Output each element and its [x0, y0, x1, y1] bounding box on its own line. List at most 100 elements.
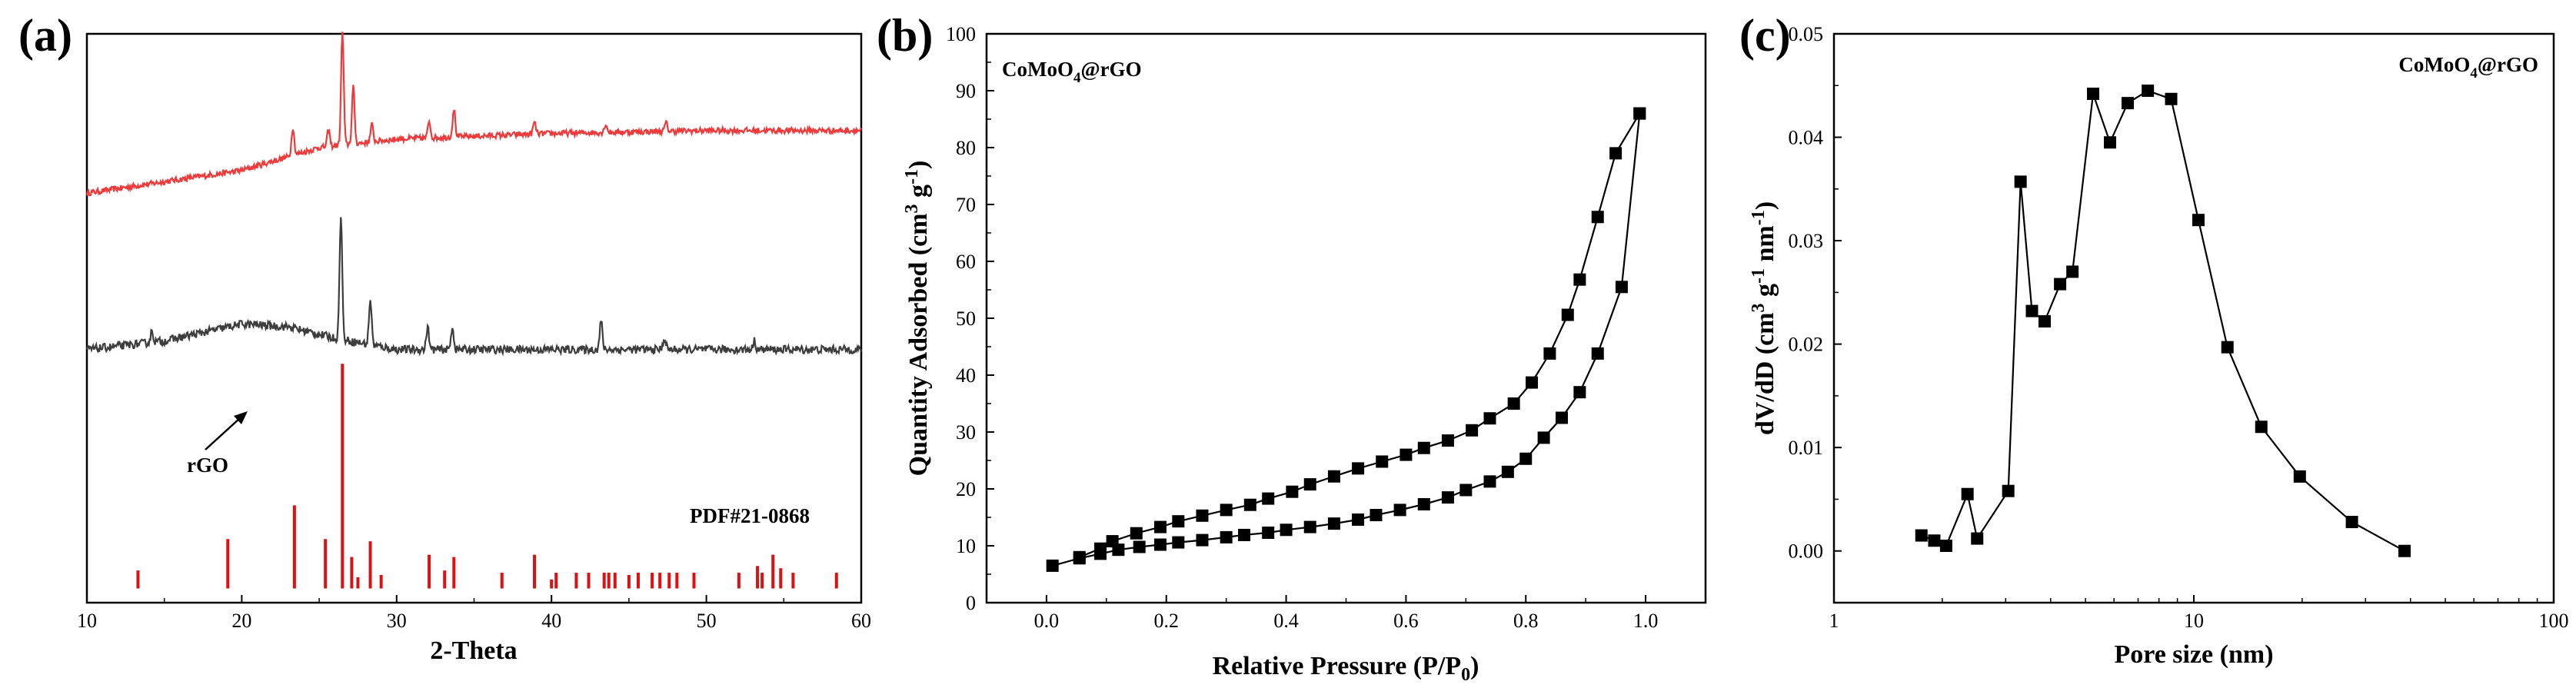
rgo-arrow-line	[205, 417, 241, 450]
desorption-marker	[1543, 347, 1556, 360]
desorption-line	[1079, 113, 1641, 558]
panel-b-y-tick-label: 10	[956, 535, 976, 557]
adsorption-marker	[1303, 520, 1316, 533]
desorption-marker	[1286, 485, 1299, 498]
pore-distribution-marker	[1971, 532, 1984, 545]
panel-a-x-tick-label: 10	[77, 610, 97, 632]
desorption-marker	[1466, 424, 1479, 437]
adsorption-marker	[1238, 528, 1251, 541]
adsorption-marker	[1556, 411, 1568, 424]
panel-b-x-tick-label: 0.4	[1273, 610, 1299, 632]
panel-b-y-tick-label: 60	[956, 251, 976, 273]
panel-c-x-tick-label: 10	[2184, 610, 2204, 632]
desorption-marker	[1507, 397, 1520, 410]
panel-a-series	[85, 32, 863, 357]
adsorption-marker	[1519, 452, 1533, 465]
adsorption-marker	[1262, 526, 1275, 539]
panel-a-x-ticks: 10 20 30 40 50 60	[77, 595, 871, 632]
pore-distribution-marker	[2002, 484, 2015, 497]
desorption-marker	[1172, 515, 1185, 528]
adsorption-marker	[1196, 533, 1209, 547]
desorption-marker	[1303, 478, 1316, 491]
desorption-marker	[1441, 434, 1454, 447]
pore-distribution-marker	[2038, 315, 2051, 328]
desorption-marker	[1609, 147, 1622, 160]
panel-b-x-ticks: 0.0 0.2 0.4 0.6 0.8 1.0	[986, 595, 1706, 632]
panel-b-y-tick-label: 100	[946, 23, 976, 45]
panel-c-y-ticks: 0.00 0.01 0.02 0.03 0.04 0.05	[1789, 23, 1842, 603]
desorption-marker	[1130, 527, 1143, 540]
panel-c-y-tick-label: 0.00	[1789, 540, 1824, 563]
pore-distribution-marker	[2054, 278, 2067, 291]
adsorption-marker	[1370, 509, 1383, 522]
adsorption-marker	[1153, 538, 1167, 551]
desorption-marker	[1483, 412, 1496, 425]
panel-b-x-tick-label: 1.0	[1633, 610, 1659, 632]
panel-b-x-tick-label: 0.8	[1513, 610, 1539, 632]
panel-b-plot-frame	[985, 32, 1707, 604]
pore-distribution-marker	[2398, 544, 2411, 557]
panel-b-label: (b)	[877, 10, 933, 61]
pore-distribution-marker	[2025, 304, 2039, 317]
panel-b-y-tick-label: 50	[956, 307, 976, 330]
panel-b-y-tick-label: 40	[956, 364, 976, 387]
adsorption-line	[1052, 113, 1641, 567]
panel-b-y-tick-label: 20	[956, 478, 976, 500]
desorption-marker	[1153, 520, 1167, 533]
pore-distribution-marker	[2345, 516, 2358, 529]
panel-b-sample-label: CoMoO4@rGO	[1002, 58, 1142, 86]
adsorption-marker	[1615, 281, 1628, 294]
pore-distribution-marker	[2014, 175, 2027, 188]
panel-b-y-tick-label: 90	[956, 80, 976, 102]
desorption-marker	[1399, 448, 1413, 461]
panel-b-x-tick-label: 0.0	[1034, 610, 1060, 632]
xrd-series-line	[85, 217, 863, 357]
pore-distribution-marker	[2122, 97, 2135, 110]
panel-a-label: (a)	[18, 10, 72, 61]
pore-distribution-marker	[1928, 534, 1941, 547]
adsorption-marker	[1417, 497, 1430, 510]
pdf-reference-annotation: PDF#21-0868	[690, 504, 810, 527]
desorption-marker	[1327, 470, 1340, 483]
panel-a: (a) 10 20 30 40 50 60 2-Theta rGO PDF#21-0868	[18, 10, 871, 665]
panel-c-sample-label: CoMoO4@rGO	[2398, 53, 2538, 81]
adsorption-marker	[1327, 517, 1340, 530]
desorption-marker	[1352, 462, 1365, 475]
pore-distribution-marker	[1961, 487, 1974, 500]
adsorption-marker	[1573, 386, 1586, 399]
panel-a-x-tick-label: 50	[697, 610, 717, 632]
rgo-annotation: rGO	[187, 454, 228, 477]
desorption-marker	[1561, 308, 1574, 321]
panel-a-reference-lines	[136, 364, 838, 589]
pore-distribution-marker	[2142, 85, 2155, 97]
rgo-arrow-head	[234, 411, 248, 424]
desorption-marker	[1220, 504, 1233, 517]
adsorption-marker	[1280, 523, 1293, 537]
panel-c-label: (c)	[1739, 10, 1791, 61]
pore-distribution-marker	[1915, 529, 1928, 542]
pore-distribution-marker	[2255, 420, 2268, 434]
adsorption-marker	[1591, 347, 1604, 360]
adsorption-marker	[1459, 484, 1473, 497]
desorption-marker	[1243, 498, 1256, 511]
panel-a-x-tick-label: 30	[387, 610, 407, 632]
adsorption-marker	[1393, 504, 1406, 517]
panel-c-series	[1915, 85, 2411, 557]
desorption-marker	[1106, 535, 1119, 548]
desorption-marker	[1526, 376, 1539, 389]
panel-c-y-tick-label: 0.03	[1789, 230, 1824, 252]
adsorption-marker	[1046, 559, 1059, 572]
panel-c-y-tick-label: 0.05	[1789, 23, 1824, 45]
adsorption-marker	[1133, 540, 1146, 553]
desorption-marker	[1591, 211, 1604, 224]
pore-distribution-marker	[2192, 214, 2205, 227]
adsorption-marker	[1501, 465, 1514, 478]
panel-c-y-axis-title: dV/dD (cm3 g-1 nm-1)	[1749, 201, 1779, 435]
panel-b-x-tick-label: 0.2	[1154, 610, 1180, 632]
panel-b-y-tick-label: 80	[956, 137, 976, 159]
panel-b-series	[1046, 107, 1646, 572]
desorption-marker	[1417, 441, 1430, 454]
pore-distribution-marker	[2104, 136, 2117, 149]
panel-c-x-ticks: 1 10 100	[1829, 595, 2569, 632]
panel-b-x-axis-title: Relative Pressure (P/P0)	[1213, 652, 1479, 685]
